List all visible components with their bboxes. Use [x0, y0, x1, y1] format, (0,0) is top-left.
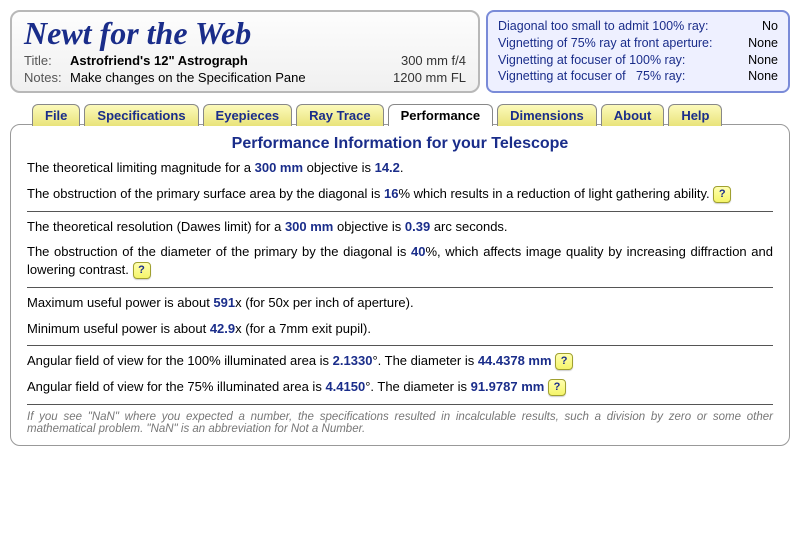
divider [27, 211, 773, 212]
max-power-text: Maximum useful power is about 591x (for … [27, 294, 773, 312]
divider [27, 345, 773, 346]
tab-file[interactable]: File [32, 104, 80, 126]
limiting-magnitude-text: The theoretical limiting magnitude for a… [27, 159, 773, 177]
diag-label: Vignetting of 75% ray at front aperture: [498, 35, 712, 52]
help-icon[interactable]: ? [713, 186, 731, 203]
divider [27, 287, 773, 288]
fov-75-angle: 4.4150 [325, 379, 365, 394]
aperture-value: 300 mm f/4 [366, 53, 466, 68]
nan-footnote: If you see "NaN" where you expected a nu… [27, 411, 773, 435]
min-power: 42.9 [210, 321, 235, 336]
diameter-obstruction-pct: 40 [411, 244, 425, 259]
dawes-limit-text: The theoretical resolution (Dawes limit)… [27, 218, 773, 236]
diag-label: Diagonal too small to admit 100% ray: [498, 18, 709, 35]
diag-value: None [748, 52, 778, 69]
area-obstruction-pct: 16 [384, 186, 398, 201]
title-label: Title: [24, 53, 70, 68]
content-panel: Performance Information for your Telesco… [10, 124, 790, 446]
divider [27, 404, 773, 405]
tab-bar: File Specifications Eyepieces Ray Trace … [32, 103, 790, 125]
title-value: Astrofriend's 12" Astrograph [70, 53, 366, 68]
fov-100-angle: 2.1330 [333, 353, 373, 368]
objective-size: 300 mm [285, 219, 333, 234]
help-icon[interactable]: ? [548, 379, 566, 396]
dawes-limit: 0.39 [405, 219, 430, 234]
limiting-magnitude: 14.2 [375, 160, 400, 175]
area-obstruction-text: The obstruction of the primary surface a… [27, 185, 773, 203]
diagnostics-panel: Diagonal too small to admit 100% ray:No … [486, 10, 790, 93]
diameter-obstruction-text: The obstruction of the diameter of the p… [27, 243, 773, 279]
min-power-text: Minimum useful power is about 42.9x (for… [27, 320, 773, 338]
diag-value: None [748, 68, 778, 85]
tab-specifications[interactable]: Specifications [84, 104, 198, 126]
header-panel: Newt for the Web Title: Astrofriend's 12… [10, 10, 480, 93]
max-power: 591 [213, 295, 235, 310]
diag-label: Vignetting at focuser of 75% ray: [498, 68, 685, 85]
tab-eyepieces[interactable]: Eyepieces [203, 104, 293, 126]
help-icon[interactable]: ? [555, 353, 573, 370]
tab-dimensions[interactable]: Dimensions [497, 104, 597, 126]
diag-value: No [762, 18, 778, 35]
tab-help[interactable]: Help [668, 104, 722, 126]
fov-75-text: Angular field of view for the 75% illumi… [27, 378, 773, 396]
tab-about[interactable]: About [601, 104, 665, 126]
app-title: Newt for the Web [24, 16, 466, 51]
objective-size: 300 mm [255, 160, 303, 175]
diag-label: Vignetting at focuser of 100% ray: [498, 52, 685, 69]
tab-raytrace[interactable]: Ray Trace [296, 104, 383, 126]
fov-100-text: Angular field of view for the 100% illum… [27, 352, 773, 370]
fov-100-diameter: 44.4378 mm [478, 353, 555, 368]
focal-length-value: 1200 mm FL [366, 70, 466, 85]
notes-label: Notes: [24, 70, 70, 85]
notes-value: Make changes on the Specification Pane [70, 70, 366, 85]
diag-value: None [748, 35, 778, 52]
help-icon[interactable]: ? [133, 262, 151, 279]
tab-performance[interactable]: Performance [388, 104, 493, 126]
content-heading: Performance Information for your Telesco… [27, 135, 773, 153]
fov-75-diameter: 91.9787 mm [471, 379, 548, 394]
